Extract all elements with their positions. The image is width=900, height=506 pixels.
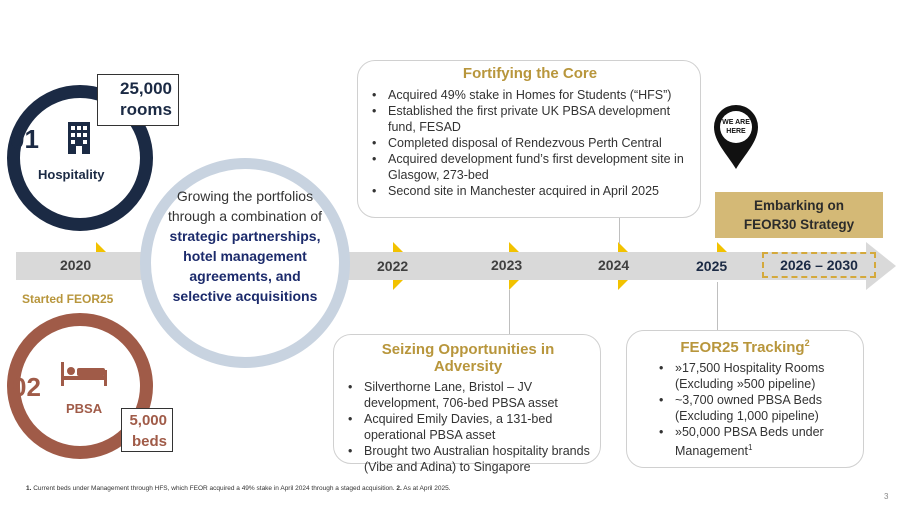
marker-2022-down [393, 280, 403, 290]
footnote-text-1: Current beds under Management through HF… [31, 485, 397, 492]
strategy-ring [140, 158, 350, 368]
footnote-num-2: 2. [396, 485, 402, 492]
strategy-text: Growing the portfolios through a combina… [158, 186, 332, 306]
connector-2023 [509, 290, 510, 334]
list-item: »50,000 PBSA Beds under Management1 [659, 424, 855, 459]
list-item: Acquired development fund’s first develo… [372, 151, 690, 183]
list-item: Established the first private UK PBSA de… [372, 103, 690, 135]
year-2020: 2020 [60, 257, 92, 273]
footnote: 1. Current beds under Management through… [26, 485, 451, 492]
year-2025: 2025 [696, 258, 728, 274]
strategy-text-plain: Growing the portfolios through a combina… [167, 188, 323, 224]
marker-2025-up [717, 242, 727, 252]
list-item: Acquired Emily Davies, a 131-bed operati… [348, 411, 590, 443]
marker-2023-up [509, 242, 519, 252]
pin-label: WE ARE HERE [718, 118, 754, 136]
embark-line2: FEOR30 Strategy [743, 217, 855, 232]
connector-2024 [619, 218, 620, 244]
year-2022: 2022 [377, 258, 409, 274]
marker-2024-down [618, 280, 628, 290]
strategy-text-bold: strategic partnerships, hotel management… [169, 228, 321, 304]
connector-2025 [717, 282, 718, 330]
list-item: Completed disposal of Rendezvous Perth C… [372, 135, 690, 151]
list-item: Brought two Australian hospitality brand… [348, 443, 590, 475]
hospitality-stat-value: 25,000 [120, 79, 172, 98]
footnote-text-2: As at April 2025. [401, 485, 451, 492]
future-period-box [762, 252, 876, 278]
year-2024: 2024 [598, 257, 630, 273]
pin-label-line2: HERE [726, 128, 746, 135]
list-item-text: »50,000 PBSA Beds under Management [675, 425, 824, 459]
hospitality-number: 01 [10, 124, 39, 154]
list-item: Second site in Manchester acquired in Ap… [372, 183, 690, 199]
tracking-title-sup: 2 [804, 338, 810, 348]
list-item-sup: 1 [747, 443, 753, 452]
marker-2023-down [509, 280, 519, 290]
marker-2020 [96, 242, 106, 252]
fortifying-title: Fortifying the Core [462, 65, 598, 82]
pin-label-line1: WE ARE [722, 119, 750, 126]
list-item: Silverthorne Lane, Bristol – JV developm… [348, 379, 590, 411]
list-item: ~3,700 owned PBSA Beds (Excluding 1,000 … [659, 392, 855, 424]
list-item: Acquired 49% stake in Homes for Students… [372, 87, 690, 103]
tracking-title: FEOR25 Tracking2 [657, 338, 855, 356]
seizing-card: Seizing Opportunities in Adversity Silve… [333, 334, 601, 474]
building-icon [68, 122, 90, 154]
pbsa-number: 02 [12, 372, 41, 402]
year-2026-2030: 2026 – 2030 [780, 257, 858, 273]
fortifying-list: Acquired 49% stake in Homes for Students… [370, 87, 690, 199]
seizing-title: Seizing Opportunities in Adversity [381, 341, 555, 375]
embark-line1: Embarking on [753, 198, 844, 213]
timeline-arrow-head [866, 242, 896, 290]
hospitality-stat-box: 25,000 rooms [97, 74, 179, 126]
year-2023: 2023 [491, 257, 523, 273]
marker-2022-up [393, 242, 403, 252]
tracking-card: FEOR25 Tracking2 »17,500 Hospitality Roo… [626, 330, 864, 468]
embark-banner: Embarking on FEOR30 Strategy [715, 192, 883, 238]
pbsa-stat-value: 5,000 [129, 412, 167, 429]
page-number: 3 [884, 492, 889, 501]
started-label: Started FEOR25 [22, 292, 114, 306]
tracking-title-text: FEOR25 Tracking [680, 339, 805, 356]
pbsa-stat-unit: beds [131, 433, 167, 450]
pbsa-label: PBSA [66, 401, 103, 416]
tracking-list: »17,500 Hospitality Rooms (Excluding »50… [657, 360, 855, 459]
hospitality-stat-unit: rooms [120, 100, 172, 119]
fortifying-card: Fortifying the Core Acquired 49% stake i… [357, 60, 701, 218]
location-pin-icon [714, 105, 758, 169]
pbsa-stat-box: 5,000 beds [121, 408, 173, 452]
bed-icon [61, 362, 107, 386]
list-item: »17,500 Hospitality Rooms (Excluding »50… [659, 360, 855, 392]
marker-2024-up [618, 242, 628, 252]
footnote-num-1: 1. [26, 485, 32, 492]
seizing-list: Silverthorne Lane, Bristol – JV developm… [346, 379, 590, 475]
hospitality-label: Hospitality [38, 167, 105, 182]
